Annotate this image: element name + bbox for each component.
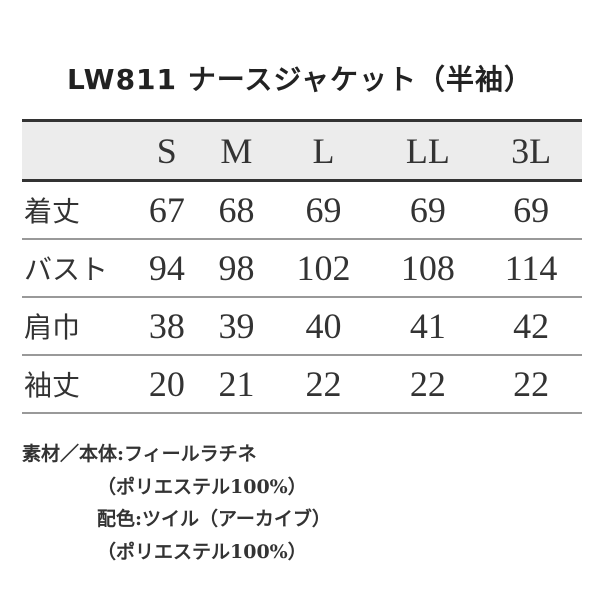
table-cell: 22 — [409, 363, 446, 404]
note-line: 配色:ツイル（アーカイブ） — [97, 508, 331, 530]
table-cell: 108 — [400, 247, 455, 288]
header-cell: L — [312, 130, 335, 171]
table-cell: 67 — [148, 189, 185, 230]
material-notes: 素材／本体:フィールラチネ （ポリエステル100%） 配色:ツイル（アーカイブ）… — [22, 438, 331, 568]
size-table: S M L LL 3L 着丈 67 68 69 69 69 バスト 94 98 … — [22, 119, 582, 414]
row-label: 着丈 — [24, 194, 81, 228]
table-cell: 114 — [504, 247, 558, 288]
table-row: 袖丈 20 21 22 22 22 — [22, 355, 582, 413]
header-cell: 3L — [511, 130, 552, 171]
row-label: 肩巾 — [24, 310, 81, 344]
table-cell: 94 — [148, 247, 185, 288]
row-label: バスト — [24, 252, 109, 286]
table-row: バスト 94 98 102 108 114 — [22, 239, 582, 297]
note-line: （ポリエステル100%） — [97, 475, 307, 498]
table-cell: 21 — [218, 363, 255, 404]
table-cell: 39 — [218, 305, 255, 346]
table-cell: 102 — [296, 247, 351, 288]
table-cell: 22 — [513, 363, 550, 404]
table-cell: 38 — [148, 305, 185, 346]
header-cell: S — [156, 130, 177, 171]
table-cell: 69 — [305, 189, 342, 230]
table-cell: 40 — [305, 305, 342, 346]
table-cell: 68 — [218, 189, 255, 230]
note-line: （ポリエステル100%） — [97, 540, 307, 563]
table-cell: 69 — [513, 189, 550, 230]
table-row: 着丈 67 68 69 69 69 — [22, 181, 582, 239]
table-cell: 98 — [218, 247, 255, 288]
table-cell: 22 — [305, 363, 342, 404]
table-cell: 69 — [409, 189, 446, 230]
table-cell: 20 — [148, 363, 185, 404]
table-cell: 41 — [409, 305, 446, 346]
header-cell: LL — [405, 130, 450, 171]
row-label: 袖丈 — [24, 368, 81, 402]
header-cell — [22, 121, 132, 181]
header-cell: M — [220, 130, 253, 171]
table-header-row: S M L LL 3L — [22, 120, 582, 181]
table-cell: 42 — [513, 305, 550, 346]
page-title: LW811 ナースジャケット（半袖） — [67, 63, 533, 96]
table-row: 肩巾 38 39 40 41 42 — [22, 297, 582, 355]
note-line: 素材／本体:フィールラチネ — [22, 443, 257, 465]
